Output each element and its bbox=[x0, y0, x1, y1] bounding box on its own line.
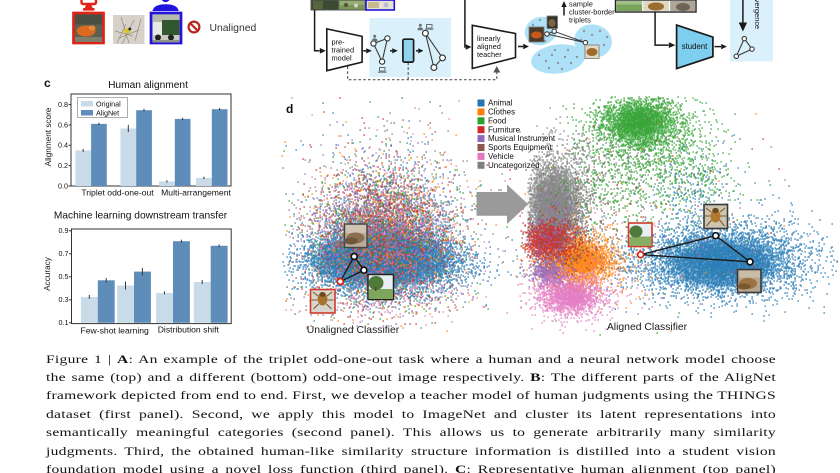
svg-text:Human alignment: Human alignment bbox=[108, 80, 188, 91]
svg-text:d: d bbox=[286, 102, 293, 116]
svg-text:0.6: 0.6 bbox=[58, 120, 68, 129]
svg-text:Uncategorized: Uncategorized bbox=[488, 161, 540, 170]
svg-text:Few-shot learning: Few-shot learning bbox=[81, 326, 150, 336]
svg-text:Clothes: Clothes bbox=[488, 108, 515, 117]
svg-text:Furniture: Furniture bbox=[488, 125, 521, 134]
svg-text:c: c bbox=[44, 76, 51, 90]
svg-text:Accuracy: Accuracy bbox=[43, 256, 52, 291]
svg-text:divergence: divergence bbox=[753, 0, 762, 29]
svg-text:Food: Food bbox=[488, 116, 506, 125]
svg-text:trained: trained bbox=[332, 46, 355, 55]
svg-text:Sports Equipment: Sports Equipment bbox=[488, 143, 552, 152]
svg-text:0.8: 0.8 bbox=[58, 100, 68, 109]
svg-text:AligNet: AligNet bbox=[96, 108, 119, 117]
svg-text:Machine learning downstream tr: Machine learning downstream transfer bbox=[54, 211, 228, 222]
svg-text:linearly: linearly bbox=[477, 34, 501, 43]
svg-text:Animal: Animal bbox=[488, 99, 513, 108]
svg-text:pre-: pre- bbox=[332, 38, 346, 47]
svg-text:0.1: 0.1 bbox=[59, 318, 69, 327]
svg-text:cluster-border: cluster-border bbox=[569, 8, 615, 17]
svg-text:Unaligned Classifier: Unaligned Classifier bbox=[307, 325, 400, 336]
svg-text:model: model bbox=[332, 54, 352, 63]
svg-text:0.3: 0.3 bbox=[59, 295, 69, 304]
svg-text:0.4: 0.4 bbox=[58, 141, 68, 150]
svg-text:Aligned Classifier: Aligned Classifier bbox=[607, 322, 688, 333]
svg-text:Musical Instrument: Musical Instrument bbox=[488, 134, 556, 143]
svg-text:Alignment score: Alignment score bbox=[44, 107, 53, 166]
svg-text:Distribution shift: Distribution shift bbox=[158, 325, 220, 335]
svg-text:teacher: teacher bbox=[477, 50, 502, 59]
svg-text:Triplet odd-one-out: Triplet odd-one-out bbox=[81, 188, 154, 198]
svg-text:Unaligned: Unaligned bbox=[210, 23, 257, 34]
svg-text:0.7: 0.7 bbox=[59, 249, 69, 258]
svg-text:0.2: 0.2 bbox=[58, 161, 68, 170]
svg-text:Original: Original bbox=[96, 99, 121, 108]
svg-text:triplets: triplets bbox=[569, 16, 591, 25]
svg-text:Multi-arrangement: Multi-arrangement bbox=[161, 188, 231, 198]
svg-text:aligned: aligned bbox=[477, 42, 501, 51]
svg-text:0.5: 0.5 bbox=[59, 272, 69, 281]
svg-text:0.0: 0.0 bbox=[58, 181, 68, 190]
svg-text:Vehicle: Vehicle bbox=[488, 152, 514, 161]
svg-text:0.9: 0.9 bbox=[59, 226, 69, 235]
svg-text:student: student bbox=[682, 42, 708, 51]
svg-text:sample: sample bbox=[569, 0, 593, 9]
